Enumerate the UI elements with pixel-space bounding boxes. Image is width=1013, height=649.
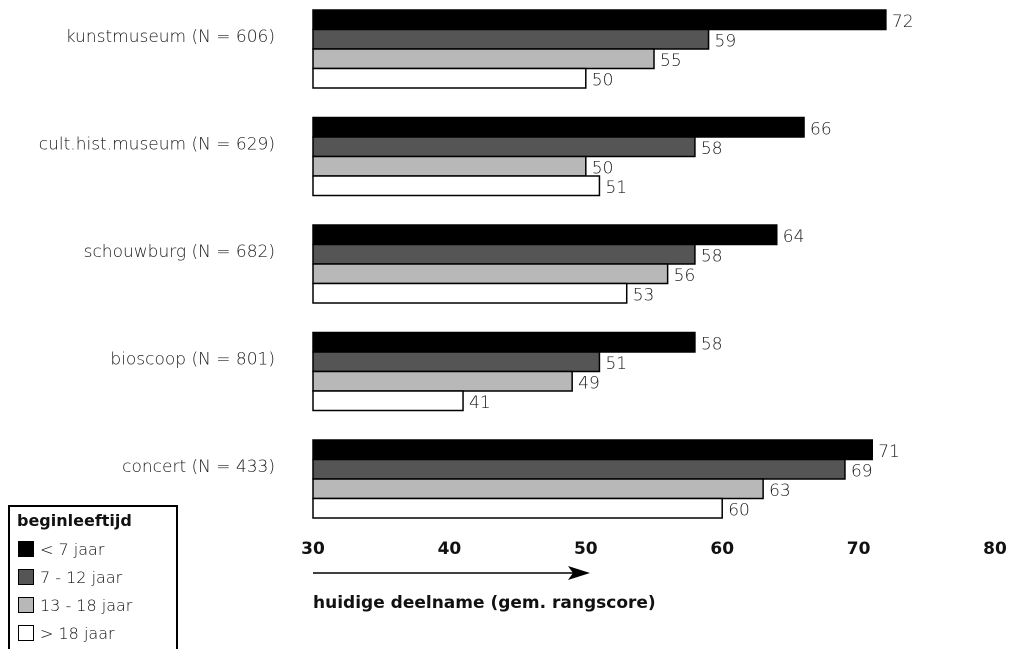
legend-swatch xyxy=(18,569,34,585)
legend-title: beginleeftijd xyxy=(17,511,132,530)
value-label: 59 xyxy=(715,32,737,52)
bar-bioscoop-series-3 xyxy=(312,370,573,392)
bar-bioscoop-series-1 xyxy=(312,331,696,353)
bar-cult-hist-museum-series-3 xyxy=(312,155,587,177)
bar-schouwburg-series-4 xyxy=(312,282,628,304)
value-label: 66 xyxy=(810,120,832,140)
legend-item: < 7 jaar xyxy=(10,535,176,563)
legend-label: 7 - 12 jaar xyxy=(40,567,123,587)
category-label-schouwburg: schouwburg (N = 682) xyxy=(84,242,275,262)
legend-swatch xyxy=(18,625,34,641)
category-label-cult-hist-museum: cult.hist.museum (N = 629) xyxy=(39,135,275,155)
value-label: 60 xyxy=(728,501,750,521)
category-label-concert: concert (N = 433) xyxy=(122,457,275,477)
bar-cult-hist-museum-series-1 xyxy=(312,116,805,138)
value-label: 56 xyxy=(674,266,696,286)
x-tick-label: 50 xyxy=(574,539,598,559)
value-label: 53 xyxy=(633,286,655,306)
bar-concert-series-2 xyxy=(312,458,846,480)
bars xyxy=(312,9,887,519)
legend-label: < 7 jaar xyxy=(40,539,105,559)
value-label: 58 xyxy=(701,335,723,355)
category-labels: kunstmuseum (N = 606) cult.hist.museum (N… xyxy=(39,27,275,477)
value-label: 71 xyxy=(878,442,900,462)
bar-cult-hist-museum-series-2 xyxy=(312,136,696,158)
value-label: 50 xyxy=(592,71,614,91)
value-label: 41 xyxy=(469,393,491,413)
bar-concert-series-1 xyxy=(312,439,873,461)
value-label: 58 xyxy=(701,247,723,267)
value-label: 63 xyxy=(769,481,791,501)
value-label: 55 xyxy=(660,51,682,71)
value-label: 72 xyxy=(892,12,914,32)
legend-item: > 18 jaar xyxy=(10,619,176,647)
x-tick-labels: 30 40 50 60 70 80 xyxy=(301,539,1007,559)
bar-bioscoop-series-2 xyxy=(312,351,601,373)
bar-bioscoop-series-4 xyxy=(312,390,464,412)
legend-item: 13 - 18 jaar xyxy=(10,591,176,619)
x-axis-arrow xyxy=(313,566,590,580)
legend-label: 13 - 18 jaar xyxy=(40,595,133,615)
x-tick-label: 60 xyxy=(710,539,734,559)
legend-swatch xyxy=(18,597,34,613)
x-tick-label: 40 xyxy=(438,539,462,559)
category-label-bioscoop: bioscoop (N = 801) xyxy=(110,350,275,370)
bar-concert-series-4 xyxy=(312,497,723,519)
bar-cult-hist-museum-series-4 xyxy=(312,175,601,197)
x-tick-label: 30 xyxy=(301,539,325,559)
legend-items: < 7 jaar 7 - 12 jaar 13 - 18 jaar > 18 jaar xyxy=(10,535,176,647)
value-label: 51 xyxy=(605,178,627,198)
bar-kunstmuseum-series-1 xyxy=(312,9,887,31)
legend-label: > 18 jaar xyxy=(40,623,115,643)
bar-kunstmuseum-series-2 xyxy=(312,28,710,50)
bar-kunstmuseum-series-3 xyxy=(312,48,655,70)
bar-schouwburg-series-1 xyxy=(312,224,778,246)
bar-concert-series-3 xyxy=(312,478,764,500)
value-label: 51 xyxy=(605,354,627,374)
x-axis-title: huidige deelname (gem. rangscore) xyxy=(313,593,656,613)
value-label: 50 xyxy=(592,159,614,179)
value-label: 49 xyxy=(578,374,600,394)
legend: beginleeftijd < 7 jaar 7 - 12 jaar 13 - 18… xyxy=(8,505,178,649)
value-label: 58 xyxy=(701,139,723,159)
legend-item: 7 - 12 jaar xyxy=(10,563,176,591)
bar-kunstmuseum-series-4 xyxy=(312,67,587,89)
x-tick-label: 70 xyxy=(847,539,871,559)
value-label: 69 xyxy=(851,462,873,482)
value-label: 64 xyxy=(783,227,805,247)
legend-swatch xyxy=(18,541,34,557)
x-tick-label: 80 xyxy=(983,539,1007,559)
bar-schouwburg-series-3 xyxy=(312,263,669,285)
bar-schouwburg-series-2 xyxy=(312,243,696,265)
category-label-kunstmuseum: kunstmuseum (N = 606) xyxy=(66,27,275,47)
